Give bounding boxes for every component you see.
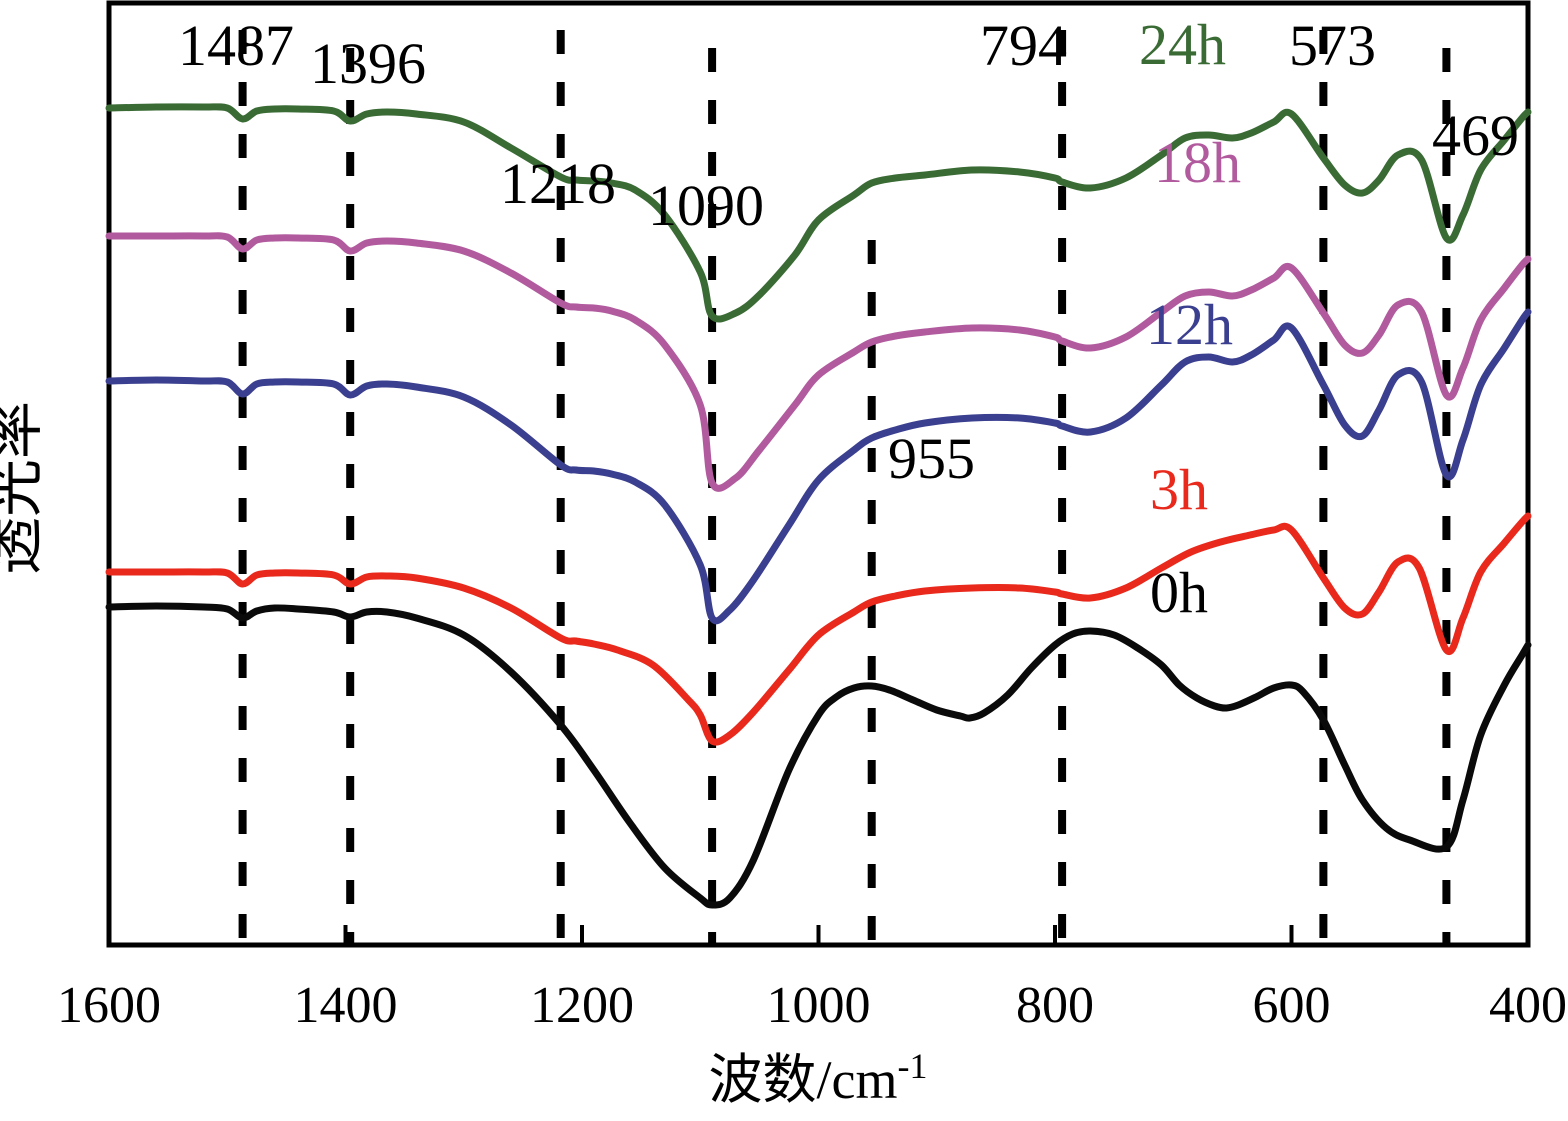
svg-text:透光率: 透光率 — [0, 401, 48, 575]
svg-text:1000: 1000 — [767, 977, 871, 1034]
svg-text:1487: 1487 — [178, 13, 294, 78]
svg-text:1600: 1600 — [57, 977, 161, 1034]
svg-text:1396: 1396 — [310, 31, 426, 96]
svg-text:3h: 3h — [1150, 457, 1208, 522]
svg-text:800: 800 — [1016, 977, 1094, 1034]
svg-text:794: 794 — [980, 13, 1067, 78]
svg-text:469: 469 — [1432, 103, 1519, 168]
svg-text:1400: 1400 — [294, 977, 398, 1034]
svg-text:0h: 0h — [1150, 560, 1208, 625]
svg-text:1218: 1218 — [500, 151, 616, 216]
svg-text:573: 573 — [1289, 13, 1376, 78]
svg-text:18h: 18h — [1154, 130, 1241, 195]
svg-text:400: 400 — [1489, 977, 1567, 1034]
svg-text:24h: 24h — [1139, 12, 1226, 77]
svg-text:波数/cm-1: 波数/cm-1 — [709, 1046, 928, 1110]
svg-text:12h: 12h — [1146, 292, 1233, 357]
svg-text:600: 600 — [1253, 977, 1331, 1034]
svg-text:1090: 1090 — [648, 173, 764, 238]
svg-text:955: 955 — [888, 426, 975, 491]
svg-text:1200: 1200 — [530, 977, 634, 1034]
